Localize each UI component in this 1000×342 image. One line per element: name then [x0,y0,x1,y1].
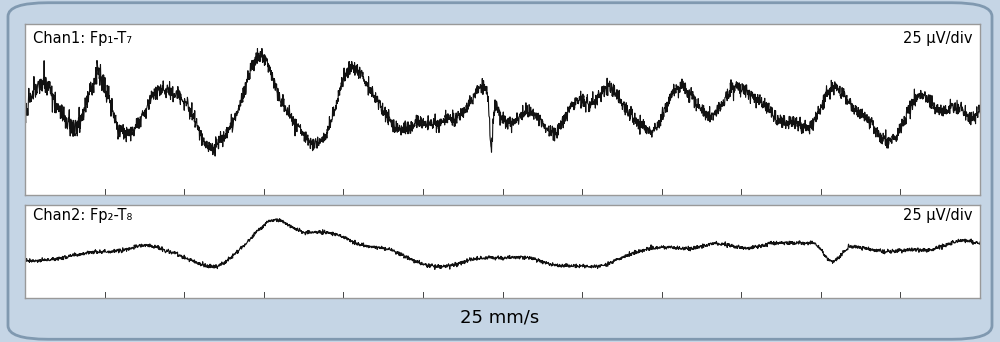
Text: Chan2: Fp₂-T₈: Chan2: Fp₂-T₈ [33,208,132,223]
Text: 25 mm/s: 25 mm/s [460,308,540,327]
Text: Chan1: Fp₁-T₇: Chan1: Fp₁-T₇ [33,31,132,46]
Text: 25 μV/div: 25 μV/div [903,31,972,46]
Text: 25 μV/div: 25 μV/div [903,208,972,223]
